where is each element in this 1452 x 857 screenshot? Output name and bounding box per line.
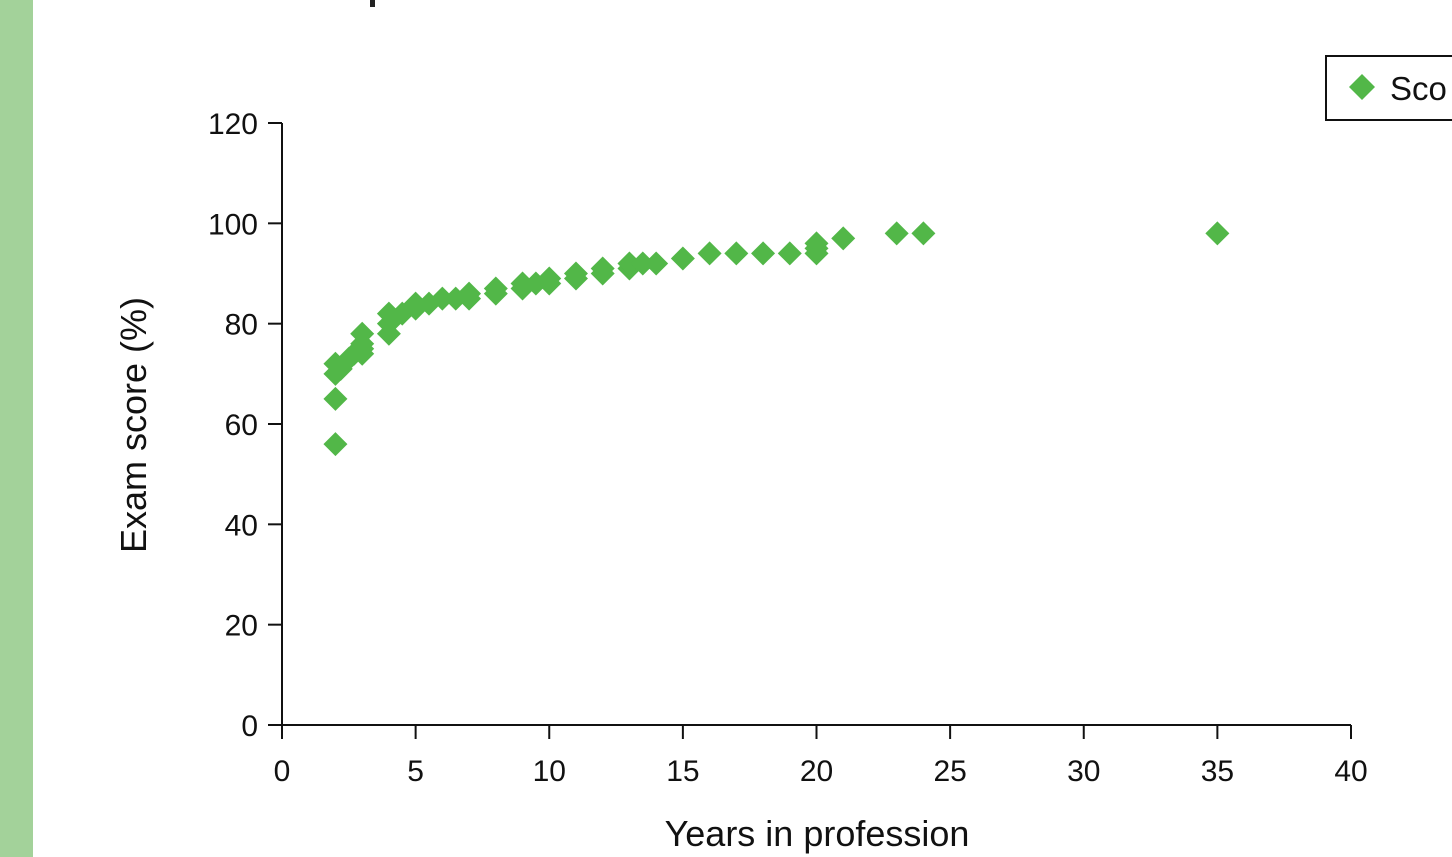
x-tick-label: 20 [800,755,833,788]
data-point [804,231,829,256]
data-point [777,241,802,266]
data-point [751,241,776,266]
data-point [537,266,562,291]
data-point [376,301,401,326]
x-tick-label: 40 [1334,755,1367,788]
y-tick-label: 100 [208,208,258,241]
data-point [563,261,588,286]
y-tick-label: 0 [241,710,258,743]
data-point [403,291,428,316]
side-accent-bar [0,0,33,857]
axes: 0 20 40 60 80 100 120 0 5 10 15 20 25 30 35 40 [208,108,1368,788]
data-point [617,251,642,276]
x-tick-label: 10 [533,755,566,788]
legend-box [1325,55,1452,121]
y-tick-label: 20 [225,610,258,643]
data-point [510,271,535,296]
data-point [483,276,508,301]
data-point [630,251,655,276]
x-tick-label: 0 [274,755,291,788]
x-axis-title: Years in profession [665,813,970,854]
data-point [323,386,348,411]
y-axis-title: Exam score (%) [113,297,154,553]
data-point [457,281,482,306]
y-tick-label: 40 [225,509,258,542]
legend-label: Sco [1390,70,1447,107]
data-point [911,221,936,246]
data-point [350,321,375,346]
data-point [697,241,722,266]
x-tick-label: 30 [1067,755,1100,788]
data-point [831,226,856,251]
y-tick-label: 60 [225,409,258,442]
legend: Sco [1325,55,1452,121]
data-point [884,221,909,246]
x-tick-label: 35 [1201,755,1234,788]
y-tick-label: 120 [208,108,258,141]
data-points [323,221,1230,457]
x-tick-label: 15 [666,755,699,788]
data-point [350,336,375,361]
data-point [430,286,455,311]
x-tick-label: 5 [407,755,424,788]
legend-marker [1349,74,1375,100]
data-point [724,241,749,266]
data-point [1205,221,1230,246]
data-point [323,432,348,457]
data-point [644,251,669,276]
data-point [670,246,695,271]
top-edge-mark [370,0,375,7]
x-tick-label: 25 [933,755,966,788]
data-point [590,256,615,281]
y-tick-label: 80 [225,309,258,342]
